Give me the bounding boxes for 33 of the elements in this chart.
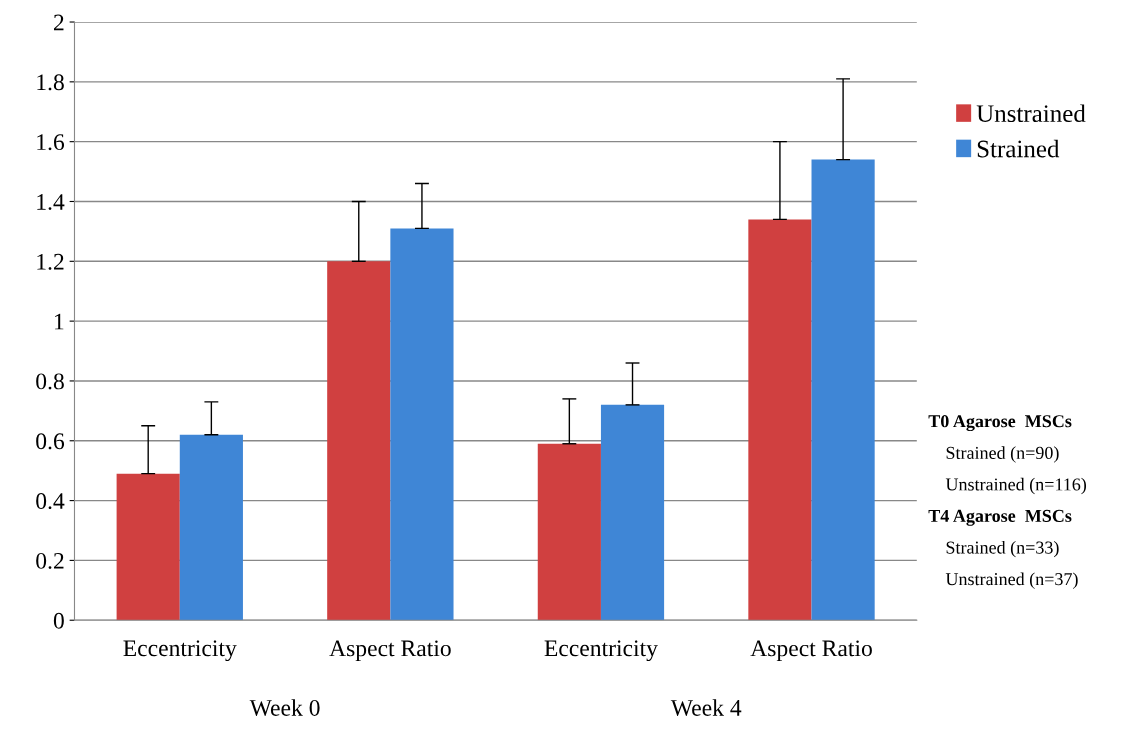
text: Week 0 xyxy=(249,699,320,717)
y-tick-label: 2 xyxy=(54,14,64,31)
y-tick-label: 1.4 xyxy=(37,194,65,211)
bar xyxy=(116,473,180,621)
legend-label: Unstrained xyxy=(976,104,1086,123)
x-tick-label: Aspect Ratio xyxy=(750,640,872,662)
text: Week 4 xyxy=(670,699,742,717)
text: Strained (n=33) xyxy=(946,540,1059,558)
text: T4 Agarose MSCs xyxy=(928,509,1072,526)
x-tick-label: Eccentricity xyxy=(123,640,237,662)
y-tick-label: 1.8 xyxy=(37,74,64,91)
bar xyxy=(811,159,875,621)
bar xyxy=(390,228,454,621)
text: Unstrained (n=37) xyxy=(945,572,1078,589)
text: Strained (n=90) xyxy=(946,446,1059,463)
x-tick-label: Eccentricity xyxy=(544,640,658,662)
bar xyxy=(327,261,391,621)
bar xyxy=(179,434,243,621)
y-tick-label: 0 xyxy=(53,612,64,629)
text: Unstrained (n=116) xyxy=(945,477,1087,495)
text: T0 Agarose MSCs xyxy=(928,415,1072,432)
legend-label: Strained xyxy=(977,139,1060,158)
x-tick-label: Aspect Ratio xyxy=(329,640,451,662)
y-tick-label: 0.2 xyxy=(36,552,64,569)
y-tick-label: 1.6 xyxy=(37,134,65,151)
bar xyxy=(600,404,665,621)
y-tick-label: 1.2 xyxy=(37,253,64,270)
y-tick-label: 0.6 xyxy=(36,433,65,450)
bar xyxy=(537,443,601,621)
y-tick-label: 0.8 xyxy=(36,373,64,390)
y-tick-label: 0.4 xyxy=(36,493,65,510)
y-tick-label: 1 xyxy=(55,313,64,330)
bar xyxy=(748,219,812,621)
